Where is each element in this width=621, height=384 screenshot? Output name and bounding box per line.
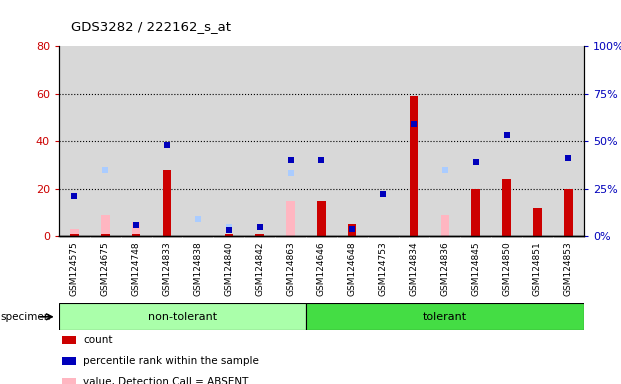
- Text: GSM124834: GSM124834: [409, 242, 419, 296]
- Text: non-tolerant: non-tolerant: [148, 312, 217, 322]
- Bar: [502, 179, 511, 236]
- Bar: [101, 215, 109, 236]
- Bar: [70, 234, 79, 236]
- Text: GSM124851: GSM124851: [533, 242, 542, 296]
- Bar: [471, 189, 480, 236]
- Text: count: count: [83, 335, 113, 345]
- Text: specimen: specimen: [1, 312, 51, 322]
- Text: GDS3282 / 222162_s_at: GDS3282 / 222162_s_at: [71, 20, 232, 33]
- Text: GSM124853: GSM124853: [564, 242, 573, 296]
- Text: GSM124646: GSM124646: [317, 242, 326, 296]
- Bar: [101, 234, 109, 236]
- Bar: [163, 170, 171, 236]
- Text: GSM124648: GSM124648: [348, 242, 356, 296]
- Text: GSM124838: GSM124838: [193, 242, 202, 296]
- Text: GSM124833: GSM124833: [163, 242, 171, 296]
- Text: GSM124748: GSM124748: [132, 242, 141, 296]
- Text: tolerant: tolerant: [423, 312, 467, 322]
- Text: GSM124842: GSM124842: [255, 242, 264, 296]
- Bar: [306, 303, 584, 330]
- Text: GSM124845: GSM124845: [471, 242, 480, 296]
- Text: value, Detection Call = ABSENT: value, Detection Call = ABSENT: [83, 377, 248, 384]
- Bar: [132, 234, 140, 236]
- Bar: [440, 215, 449, 236]
- Bar: [59, 303, 306, 330]
- Bar: [70, 229, 79, 236]
- Bar: [348, 224, 356, 236]
- Bar: [132, 222, 140, 236]
- Bar: [410, 96, 418, 236]
- Bar: [317, 200, 325, 236]
- Text: GSM124575: GSM124575: [70, 242, 79, 296]
- Text: GSM124675: GSM124675: [101, 242, 110, 296]
- Bar: [564, 189, 573, 236]
- Text: GSM124836: GSM124836: [440, 242, 450, 296]
- Text: percentile rank within the sample: percentile rank within the sample: [83, 356, 259, 366]
- Text: GSM124863: GSM124863: [286, 242, 295, 296]
- Bar: [286, 200, 295, 236]
- Text: GSM124753: GSM124753: [379, 242, 388, 296]
- Bar: [255, 234, 264, 236]
- Text: GSM124850: GSM124850: [502, 242, 511, 296]
- Bar: [533, 208, 542, 236]
- Bar: [225, 234, 233, 236]
- Text: GSM124840: GSM124840: [224, 242, 233, 296]
